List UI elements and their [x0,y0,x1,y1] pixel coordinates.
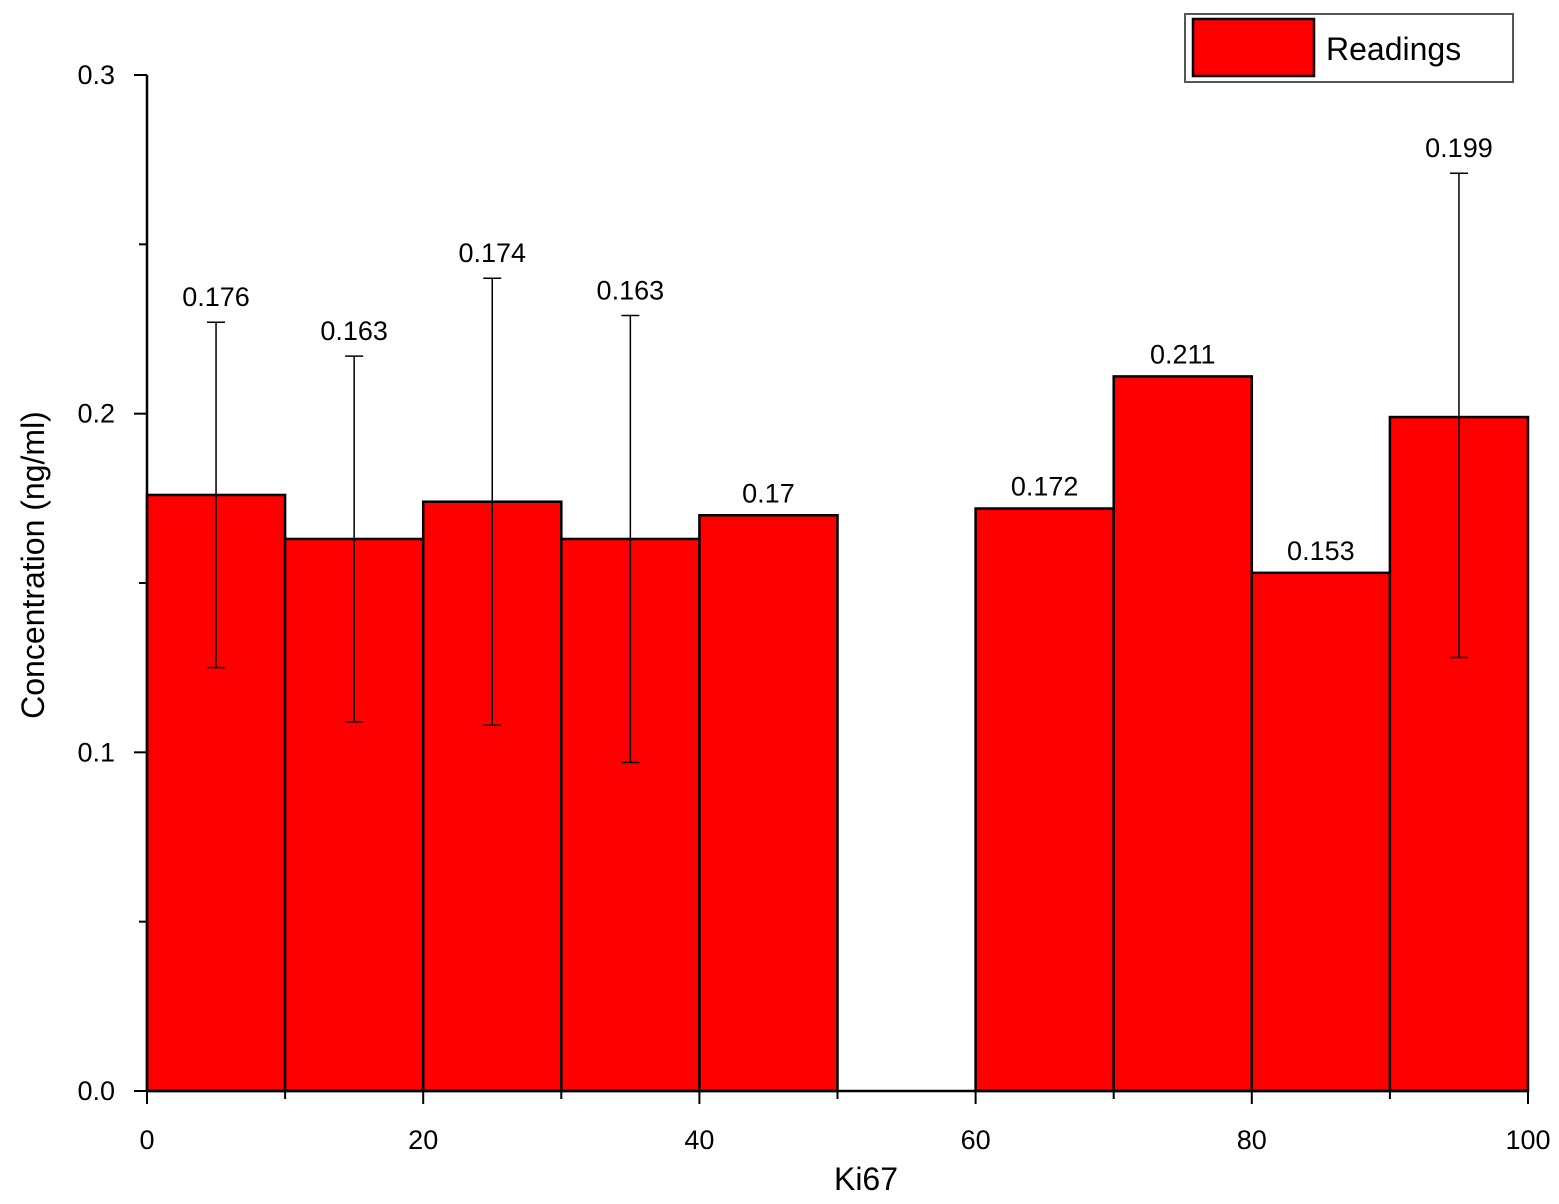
x-tick-label-3: 60 [961,1125,991,1155]
legend-label: Readings [1326,31,1461,67]
data-label-1: 0.163 [320,316,388,346]
bar-7 [1250,571,1392,1093]
data-label-3: 0.163 [597,275,665,305]
legend-swatch [1191,17,1316,78]
error-bars-layer [207,172,1468,764]
data-label-8: 0.199 [1425,133,1493,163]
x-tick-label-0: 0 [139,1125,154,1155]
data-label-6: 0.211 [1150,339,1216,369]
data-label-4: 0.17 [742,478,795,508]
x-tick-label-4: 80 [1237,1125,1267,1155]
data-label-0: 0.176 [182,282,250,312]
x-axis-title: Ki67 [834,1161,898,1197]
x-tick-label-5: 100 [1505,1125,1550,1155]
bar-6 [1112,375,1254,1093]
data-label-5: 0.172 [1011,471,1079,501]
y-tick-label-3: 0.3 [77,60,115,90]
legend: Readings [1184,13,1514,83]
x-tick-label-1: 20 [408,1125,438,1155]
data-label-2: 0.174 [458,238,526,268]
y-axis-title: Concentration (ng/ml) [15,411,51,719]
y-tick-label-1: 0.1 [77,737,115,767]
axes-layer: 0 20 40 60 80 100 0.0 0.1 0.2 0.3 [77,60,1550,1155]
bar-4 [698,514,839,1093]
bars-layer [145,375,1530,1093]
x-tick-label-2: 40 [684,1125,714,1155]
data-labels-layer: 0.176 0.163 0.174 0.163 0.17 0.172 0.211 0.153 0… [182,133,1492,566]
bar-5 [974,507,1115,1093]
data-label-7: 0.153 [1287,536,1355,566]
y-tick-label-0: 0.0 [77,1076,115,1106]
y-tick-label-2: 0.2 [77,399,115,429]
